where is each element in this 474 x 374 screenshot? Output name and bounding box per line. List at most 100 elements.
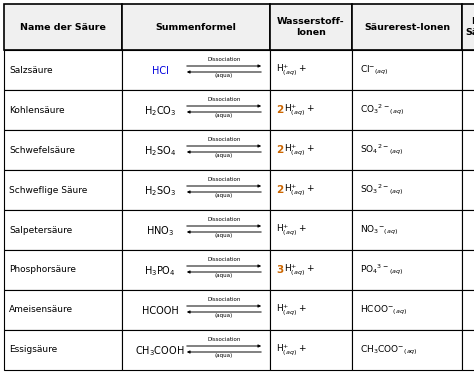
Text: Wasserstoff-
Ionen: Wasserstoff- Ionen bbox=[277, 17, 345, 37]
Text: HCl: HCl bbox=[152, 66, 168, 76]
Bar bbox=[4, 210, 122, 250]
Bar bbox=[122, 210, 270, 250]
Bar bbox=[352, 4, 462, 50]
Text: (aqua): (aqua) bbox=[215, 233, 233, 238]
Bar bbox=[352, 170, 462, 210]
Bar bbox=[462, 130, 474, 170]
Text: Dissociation: Dissociation bbox=[207, 297, 241, 302]
Text: HCOOH: HCOOH bbox=[142, 306, 178, 316]
Text: Dissociation: Dissociation bbox=[207, 57, 241, 62]
Text: H$^{+}_{(aq)}$ +: H$^{+}_{(aq)}$ + bbox=[284, 263, 315, 278]
Text: (aqua): (aqua) bbox=[215, 353, 233, 358]
Bar bbox=[462, 290, 474, 330]
Bar bbox=[270, 330, 352, 370]
Text: Phosphorsäure: Phosphorsäure bbox=[9, 266, 76, 275]
Bar bbox=[4, 330, 122, 370]
Bar bbox=[462, 50, 474, 90]
Bar bbox=[4, 4, 122, 50]
Bar bbox=[122, 50, 270, 90]
Bar bbox=[270, 50, 352, 90]
Bar bbox=[352, 210, 462, 250]
Bar bbox=[352, 50, 462, 90]
Text: NO$_3$$^{-}$$_{(aq)}$: NO$_3$$^{-}$$_{(aq)}$ bbox=[360, 223, 398, 236]
Text: H$^{+}_{(aq)}$ +: H$^{+}_{(aq)}$ + bbox=[284, 142, 315, 157]
Text: Dissociation: Dissociation bbox=[207, 177, 241, 182]
Bar bbox=[352, 90, 462, 130]
Bar bbox=[4, 170, 122, 210]
Text: H$_2$SO$_4$: H$_2$SO$_4$ bbox=[144, 144, 176, 158]
Bar bbox=[270, 250, 352, 290]
Bar bbox=[4, 130, 122, 170]
Text: Name der Säure: Name der Säure bbox=[20, 22, 106, 31]
Text: H$^{+}_{(aq)}$ +: H$^{+}_{(aq)}$ + bbox=[276, 223, 307, 237]
Text: (aqua): (aqua) bbox=[215, 153, 233, 158]
Text: CO$_3$$^{2-}$$_{(aq)}$: CO$_3$$^{2-}$$_{(aq)}$ bbox=[360, 103, 404, 117]
Text: (aqua): (aqua) bbox=[215, 113, 233, 118]
Text: HNO$_3$: HNO$_3$ bbox=[146, 224, 174, 238]
Text: Dissociation: Dissociation bbox=[207, 337, 241, 342]
Bar bbox=[122, 4, 270, 50]
Text: H$_3$PO$_4$: H$_3$PO$_4$ bbox=[144, 264, 176, 278]
Text: H$^{+}_{(aq)}$ +: H$^{+}_{(aq)}$ + bbox=[284, 183, 315, 197]
Bar bbox=[352, 250, 462, 290]
Bar bbox=[4, 50, 122, 90]
Bar bbox=[270, 90, 352, 130]
Bar bbox=[352, 290, 462, 330]
Text: CH$_3$COOH: CH$_3$COOH bbox=[135, 344, 185, 358]
Bar bbox=[352, 330, 462, 370]
Text: HCOO$^{-}$$_{(aq)}$: HCOO$^{-}$$_{(aq)}$ bbox=[360, 303, 407, 316]
Text: Schwefelsäure: Schwefelsäure bbox=[9, 145, 75, 154]
Bar bbox=[4, 90, 122, 130]
Text: Dissociation: Dissociation bbox=[207, 137, 241, 142]
Bar bbox=[122, 250, 270, 290]
Text: Salpetersäure: Salpetersäure bbox=[9, 226, 72, 234]
Text: CH$_3$COO$^{-}$$_{(aq)}$: CH$_3$COO$^{-}$$_{(aq)}$ bbox=[360, 343, 418, 356]
Bar bbox=[270, 170, 352, 210]
Bar bbox=[352, 130, 462, 170]
Bar bbox=[4, 290, 122, 330]
Text: Summenformel: Summenformel bbox=[155, 22, 237, 31]
Text: Kohlensäure: Kohlensäure bbox=[9, 105, 64, 114]
Bar bbox=[270, 210, 352, 250]
Text: Dissociation: Dissociation bbox=[207, 257, 241, 262]
Text: H$^{+}_{(aq)}$ +: H$^{+}_{(aq)}$ + bbox=[276, 303, 307, 318]
Text: PO$_4$$^{3-}$$_{(aq)}$: PO$_4$$^{3-}$$_{(aq)}$ bbox=[360, 263, 403, 277]
Text: (aqua): (aqua) bbox=[215, 273, 233, 278]
Bar bbox=[462, 90, 474, 130]
Text: Ameisensäure: Ameisensäure bbox=[9, 306, 73, 315]
Text: 2: 2 bbox=[276, 105, 283, 115]
Text: Säurerest-Ionen: Säurerest-Ionen bbox=[364, 22, 450, 31]
Bar bbox=[122, 290, 270, 330]
Text: 3: 3 bbox=[276, 265, 283, 275]
Text: 2: 2 bbox=[276, 145, 283, 155]
Bar bbox=[122, 170, 270, 210]
Text: Name des
Säurerestes: Name des Säurerestes bbox=[466, 17, 474, 37]
Text: Cl$^{-}$$_{(aq)}$: Cl$^{-}$$_{(aq)}$ bbox=[360, 64, 389, 77]
Text: Dissociation: Dissociation bbox=[207, 97, 241, 102]
Text: H$_2$CO$_3$: H$_2$CO$_3$ bbox=[144, 104, 176, 118]
Text: (aqua): (aqua) bbox=[215, 313, 233, 318]
Bar bbox=[270, 4, 352, 50]
Bar bbox=[462, 210, 474, 250]
Bar bbox=[462, 330, 474, 370]
Bar bbox=[270, 130, 352, 170]
Text: SO$_4$$^{2-}$$_{(aq)}$: SO$_4$$^{2-}$$_{(aq)}$ bbox=[360, 143, 404, 157]
Text: H$_2$SO$_3$: H$_2$SO$_3$ bbox=[144, 184, 176, 198]
Bar bbox=[462, 4, 474, 50]
Bar bbox=[462, 250, 474, 290]
Bar bbox=[4, 250, 122, 290]
Text: Dissociation: Dissociation bbox=[207, 217, 241, 222]
Bar bbox=[462, 170, 474, 210]
Bar bbox=[122, 90, 270, 130]
Bar bbox=[122, 130, 270, 170]
Bar bbox=[270, 290, 352, 330]
Bar bbox=[122, 330, 270, 370]
Text: Schweflige Säure: Schweflige Säure bbox=[9, 186, 87, 194]
Text: (aqua): (aqua) bbox=[215, 73, 233, 78]
Text: 2: 2 bbox=[276, 185, 283, 195]
Text: Salzsäure: Salzsäure bbox=[9, 65, 53, 74]
Text: Essigsäure: Essigsäure bbox=[9, 346, 57, 355]
Text: H$^{+}_{(aq)}$ +: H$^{+}_{(aq)}$ + bbox=[276, 62, 307, 77]
Text: (aqua): (aqua) bbox=[215, 193, 233, 198]
Text: H$^{+}_{(aq)}$ +: H$^{+}_{(aq)}$ + bbox=[276, 343, 307, 358]
